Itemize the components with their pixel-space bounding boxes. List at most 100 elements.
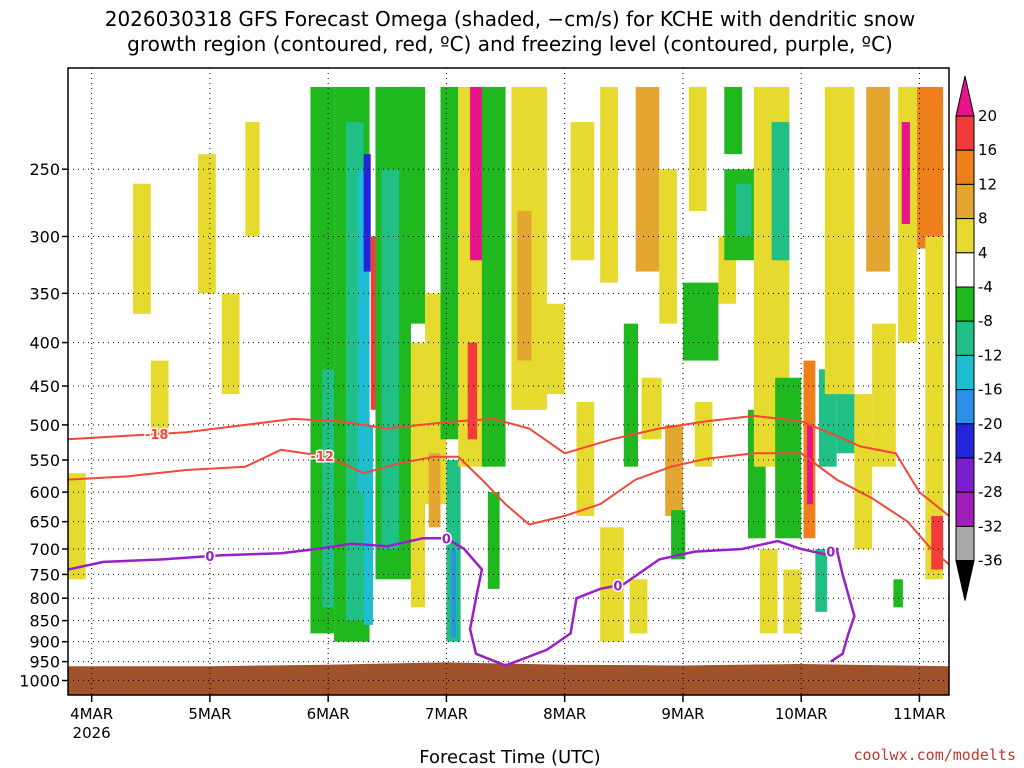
colorbar-label-3: 8: [978, 210, 988, 228]
x-axis-label: Forecast Time (UTC): [419, 747, 600, 768]
omega-cell-20: [481, 86, 506, 467]
colorbar-bottom-arrow: [955, 560, 975, 601]
omega-cell-66: [150, 360, 169, 440]
y-tick-label-0: 250: [29, 160, 60, 179]
colorbar-bin-4: [955, 252, 975, 288]
omega-cell-45: [759, 548, 778, 634]
omega-cell-55: [854, 394, 873, 549]
freezing-level-label-1: 0: [442, 532, 451, 547]
omega-cell-33: [659, 169, 678, 324]
colorbar-label-0: 20: [978, 107, 997, 125]
colorbar-bin-12: [955, 525, 975, 562]
omega-cell-48: [783, 569, 802, 634]
omega-cell-27: [600, 86, 618, 283]
y-tick-label-6: 550: [29, 451, 60, 470]
omega-cell-21: [487, 492, 500, 589]
colorbar-label-2: 12: [978, 175, 997, 193]
omega-cell-40: [724, 86, 743, 155]
omega-cell-65: [133, 183, 151, 314]
x-tick-label-5: 9MAR: [661, 705, 704, 723]
omega-cell-26: [576, 402, 595, 516]
omega-cell-4: [357, 169, 370, 493]
omega-cell-56: [866, 86, 890, 272]
y-tick-label-9: 700: [29, 540, 60, 559]
colorbar: 20 16 12 8 4 -4 -8 -12 -16 -20 -24 -28 -32 -36: [955, 75, 1003, 601]
x-tick-label-1: 5MAR: [188, 705, 231, 723]
colorbar-bin-7: [955, 354, 975, 391]
y-tick-label-14: 950: [29, 653, 60, 672]
colorbar-bin-2: [955, 183, 975, 220]
omega-cell-29: [623, 323, 638, 467]
omega-cell-38: [694, 402, 713, 467]
omega-cell-68: [221, 293, 240, 395]
y-tick-label-2: 350: [29, 284, 60, 303]
omega-cell-42: [736, 183, 752, 237]
omega-cell-50: [807, 424, 814, 505]
terrain-surface: [68, 662, 949, 695]
colorbar-label-7: -12: [978, 346, 1003, 364]
colorbar-label-11: -28: [978, 483, 1003, 501]
omega-cell-11: [410, 342, 426, 608]
omega-cell-51: [815, 548, 828, 612]
omega-cell-67: [198, 154, 216, 294]
colorbar-label-6: -8: [978, 312, 993, 330]
omega-cell-54: [836, 394, 855, 454]
freezing-level-label-3: 0: [826, 546, 835, 561]
dgz-contour-0: [68, 414, 949, 517]
x-tick-label-2: 6MAR: [307, 705, 350, 723]
colorbar-bin-9: [955, 423, 975, 459]
y-tick-label-15: 1000: [19, 672, 60, 691]
colorbar-label-12: -32: [978, 517, 1003, 535]
omega-cell-53: [824, 86, 855, 395]
credit-link[interactable]: coolwx.com/modelts: [853, 746, 1016, 764]
colorbar-label-9: -20: [978, 415, 1003, 433]
colorbar-label-10: -24: [978, 449, 1003, 467]
y-tick-label-8: 650: [29, 513, 60, 532]
omega-cell-57: [872, 323, 896, 467]
freezing-level-label-2: 0: [613, 579, 622, 594]
omega-cell-32: [641, 377, 662, 440]
omega-cell-23: [517, 211, 532, 361]
omega-cell-47: [775, 377, 802, 539]
y-tick-label-12: 850: [29, 612, 60, 631]
omega-cell-69: [245, 122, 260, 237]
freezing-level-contour: [68, 537, 856, 667]
x-tick-sublabel-0: 2026: [73, 724, 111, 742]
x-tick-label-7: 11MAR: [893, 705, 946, 723]
y-tick-label-13: 900: [29, 633, 60, 652]
dgz-contour-1: [68, 448, 949, 566]
omega-cell-19: [470, 86, 485, 261]
omega-cell-37: [688, 86, 707, 212]
omega-cell-58: [893, 579, 903, 608]
omega-cell-18: [467, 342, 478, 440]
omega-cell-6: [363, 424, 374, 625]
omega-cell-64: [68, 473, 86, 580]
omega-cell-14: [440, 86, 459, 440]
colorbar-bin-10: [955, 457, 975, 493]
x-tick-label-0: 4MAR: [70, 705, 113, 723]
dgz-contour-label-0: -18: [145, 428, 169, 443]
omega-cell-63: [931, 515, 944, 570]
chart-title-line1: 2026030318 GFS Forecast Omega (shaded, −…: [105, 7, 916, 31]
y-tick-label-11: 800: [29, 589, 60, 608]
dgz-contour-label-1: -12: [310, 450, 334, 465]
plot-frame: [67, 67, 950, 696]
y-tick-label-3: 400: [29, 334, 60, 353]
omega-cell-61: [917, 86, 944, 249]
colorbar-bin-11: [955, 491, 975, 527]
colorbar-bin-6: [955, 320, 975, 356]
colorbar-top-arrow: [955, 75, 975, 117]
plot-area: -18 -12 0 0 0 0: [67, 67, 950, 696]
colorbar-label-8: -16: [978, 381, 1003, 399]
omega-cell-13: [428, 453, 441, 528]
y-tick-label-1: 300: [29, 227, 60, 246]
omega-cell-24: [546, 303, 565, 395]
y-tick-label-4: 450: [29, 377, 60, 396]
chart-title-line2: growth region (contoured, red, ºC) and f…: [127, 32, 893, 56]
gridlines: [68, 68, 949, 695]
omega-cell-60: [901, 122, 910, 224]
omega-cell-46: [771, 122, 790, 261]
colorbar-label-13: -36: [978, 552, 1003, 570]
contour-layer: -18 -12 0 0 0 0: [68, 414, 949, 667]
